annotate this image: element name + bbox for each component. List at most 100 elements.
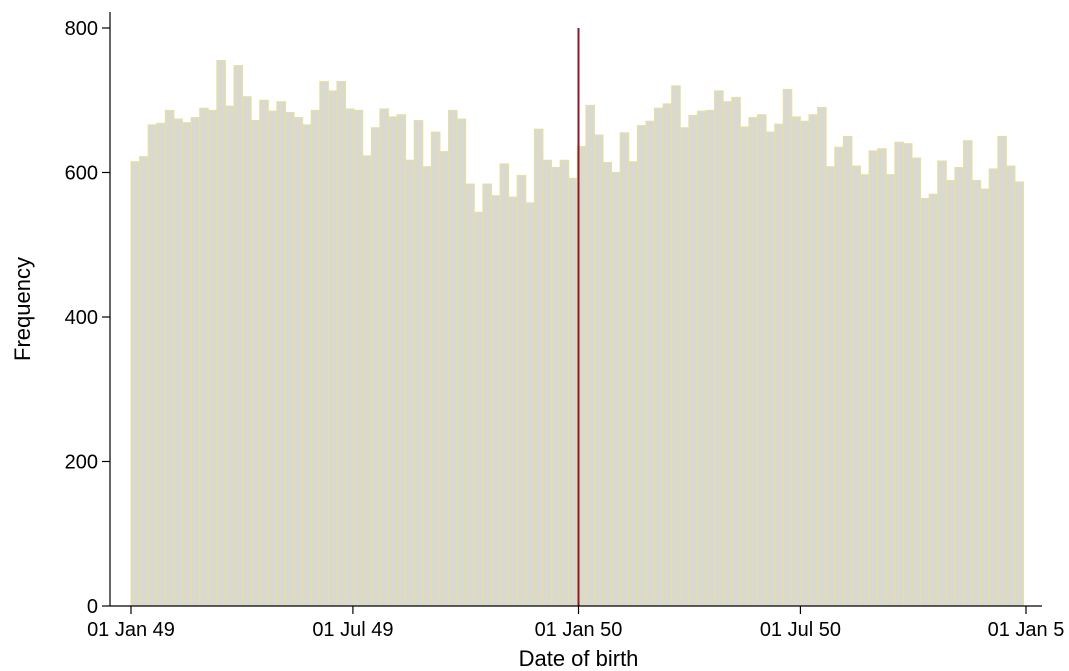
histogram-bar	[739, 126, 750, 607]
histogram-bar	[242, 96, 252, 607]
histogram-bar	[276, 101, 286, 607]
histogram-bar	[920, 198, 930, 607]
histogram-bar	[911, 157, 922, 607]
histogram-bar	[696, 110, 707, 607]
y-tick-label: 800	[65, 18, 98, 40]
histogram-bar	[962, 140, 973, 607]
x-tick-label: 01 Jan 5	[988, 619, 1065, 641]
histogram-bar	[585, 104, 595, 607]
histogram-bar	[937, 160, 947, 607]
histogram-bar	[834, 146, 844, 607]
histogram-bar	[216, 60, 226, 607]
histogram-bar	[293, 117, 304, 607]
histogram-bar	[139, 156, 149, 607]
histogram-bar	[362, 155, 372, 607]
histogram-bar	[499, 163, 510, 607]
histogram-bar	[490, 195, 501, 607]
histogram-bar	[602, 161, 613, 607]
histogram-bar	[379, 108, 389, 607]
histogram-bar	[1005, 165, 1016, 607]
histogram-bar	[679, 127, 690, 607]
histogram-bar	[894, 141, 904, 607]
histogram-bar	[448, 109, 458, 607]
histogram-bar	[267, 110, 278, 607]
histogram-bar	[593, 134, 604, 607]
histogram-bar	[310, 109, 321, 607]
histogram-bar	[859, 174, 870, 607]
histogram-bar	[1014, 181, 1025, 607]
histogram-bar	[345, 108, 355, 607]
histogram-bar	[877, 148, 887, 607]
histogram-bar	[199, 107, 209, 607]
histogram-bar	[190, 117, 201, 607]
histogram-bar	[413, 119, 424, 607]
y-axis-title: Frequency	[10, 257, 35, 361]
histogram-bar	[302, 124, 312, 607]
histogram-bar	[156, 122, 166, 607]
histogram-bar	[808, 114, 819, 607]
histogram-bar	[284, 112, 295, 607]
histogram-bar	[559, 159, 570, 607]
histogram-bar	[327, 90, 338, 607]
histogram-bar	[782, 88, 793, 607]
histogram-bar	[473, 211, 484, 607]
histogram-bar	[353, 109, 364, 607]
histogram-bar	[224, 105, 235, 607]
histogram-bar	[516, 174, 527, 607]
x-tick-label: 01 Jul 49	[312, 619, 393, 641]
y-tick-label: 600	[65, 163, 98, 185]
histogram-bar	[508, 196, 518, 607]
x-tick-label: 01 Jan 50	[535, 619, 623, 641]
histogram-bar	[439, 151, 450, 607]
histogram-bar	[671, 85, 681, 607]
histogram-bar	[336, 80, 347, 607]
x-ticks-group: 01 Jan 49 01 Jul 49 01 Jan 50 01 Jul 50 01 J…	[87, 606, 1064, 641]
histogram-bar	[902, 143, 913, 607]
histogram-bar	[851, 165, 861, 607]
histogram-bar	[370, 127, 381, 607]
histogram-bar	[705, 109, 716, 607]
histogram-bar	[980, 188, 990, 607]
histogram-bar	[945, 179, 956, 607]
histogram-bar	[817, 106, 827, 607]
histogram-bar	[714, 90, 724, 607]
histogram-bar	[997, 135, 1007, 607]
histogram-bar	[645, 120, 656, 607]
histogram-bar	[533, 128, 544, 607]
histogram-bar	[885, 174, 896, 607]
histogram-bar	[774, 123, 784, 607]
histogram-bar	[654, 107, 664, 607]
histogram-bar	[173, 118, 183, 607]
histogram-bar	[319, 80, 329, 607]
histogram-bar	[387, 116, 398, 607]
histogram-bar	[130, 161, 141, 607]
histogram-bar	[147, 124, 158, 607]
histogram-bar	[731, 96, 741, 607]
histogram-bar	[765, 131, 776, 607]
histogram-bar	[971, 179, 982, 607]
histogram-bar	[954, 166, 964, 607]
histogram-bar	[542, 159, 553, 607]
histogram-bar	[396, 114, 407, 607]
histogram-bar	[868, 150, 879, 607]
histogram-bar	[525, 202, 535, 607]
histogram-bar	[181, 122, 192, 607]
histogram-bar	[568, 177, 578, 607]
histogram-bar	[928, 193, 939, 607]
histogram-bar	[988, 168, 999, 607]
x-axis-title: Date of birth	[519, 646, 639, 671]
histogram-bar	[722, 101, 733, 607]
histogram-bar	[465, 183, 475, 607]
histogram-bar	[791, 116, 801, 607]
histogram-bar	[233, 65, 244, 607]
histogram-bar	[422, 166, 432, 607]
histogram-bar	[551, 166, 561, 607]
histogram-bar	[456, 118, 467, 607]
histogram-bar	[482, 183, 492, 607]
histogram-bar	[662, 103, 673, 607]
histogram-bar	[259, 99, 269, 607]
histogram-bar	[611, 172, 621, 607]
x-tick-label: 01 Jul 50	[760, 619, 841, 641]
y-tick-label: 0	[87, 596, 98, 618]
